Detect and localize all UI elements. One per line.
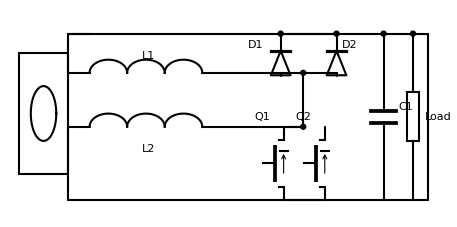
Bar (19, 53, 68, 174)
Circle shape (278, 31, 283, 36)
Circle shape (301, 70, 306, 75)
Text: L1: L1 (142, 51, 155, 61)
Text: Load: Load (425, 112, 452, 122)
Text: L2: L2 (142, 144, 155, 154)
Bar (407, 92, 419, 141)
Circle shape (381, 31, 386, 36)
Text: D2: D2 (341, 40, 357, 50)
Circle shape (334, 31, 339, 36)
Text: D1: D1 (248, 40, 263, 50)
Text: Q2: Q2 (295, 112, 311, 122)
Circle shape (301, 124, 306, 129)
Text: Q1: Q1 (254, 112, 270, 122)
Text: C1: C1 (399, 102, 413, 112)
Circle shape (410, 31, 415, 36)
